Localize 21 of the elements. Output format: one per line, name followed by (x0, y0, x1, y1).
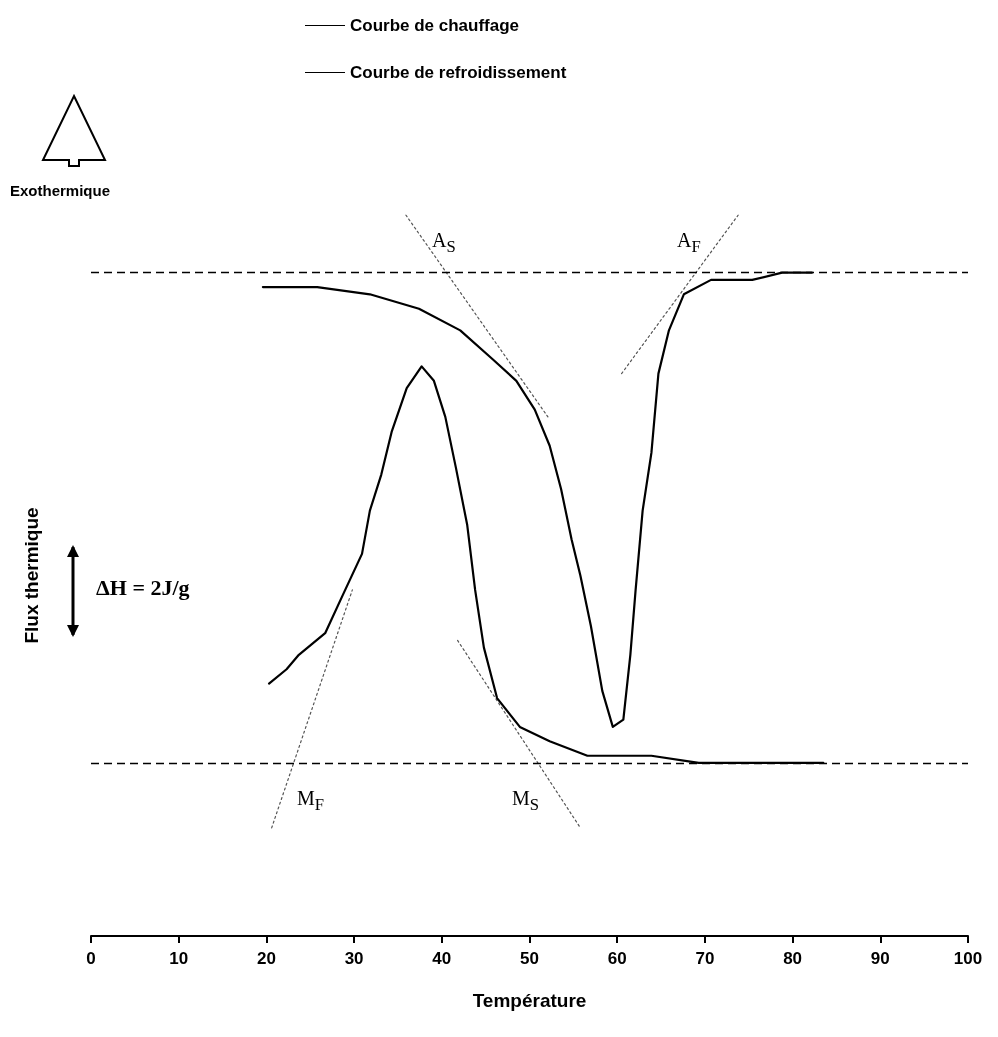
x-tick-label: 70 (695, 949, 715, 968)
x-tick-label: 10 (169, 949, 189, 968)
x-axis-title: Température (472, 990, 587, 1011)
annotation: ΔH = 2J/g (96, 575, 190, 601)
annotation: A$_{F}$ (677, 229, 701, 257)
x-tick-label: 60 (607, 949, 627, 968)
x-tick-label: 40 (432, 949, 452, 968)
x-tick-label: 100 (953, 949, 983, 968)
annotation: M$_{F}$ (297, 787, 325, 815)
legend-label: Courbe de refroidissement (350, 63, 567, 82)
x-tick-label: 20 (256, 949, 276, 968)
x-tick-label: 30 (344, 949, 364, 968)
annotation: A$_{S}$ (432, 229, 456, 257)
x-tick-label: 90 (870, 949, 890, 968)
text: Exothermique (10, 182, 111, 199)
legend-label: Courbe de chauffage (350, 16, 520, 35)
x-tick-label: 80 (783, 949, 803, 968)
y-axis-title: Flux thermique (21, 507, 42, 644)
x-tick-label: 0 (86, 949, 96, 968)
annotation: M$_{S}$ (512, 787, 540, 815)
x-tick-label: 50 (520, 949, 539, 968)
